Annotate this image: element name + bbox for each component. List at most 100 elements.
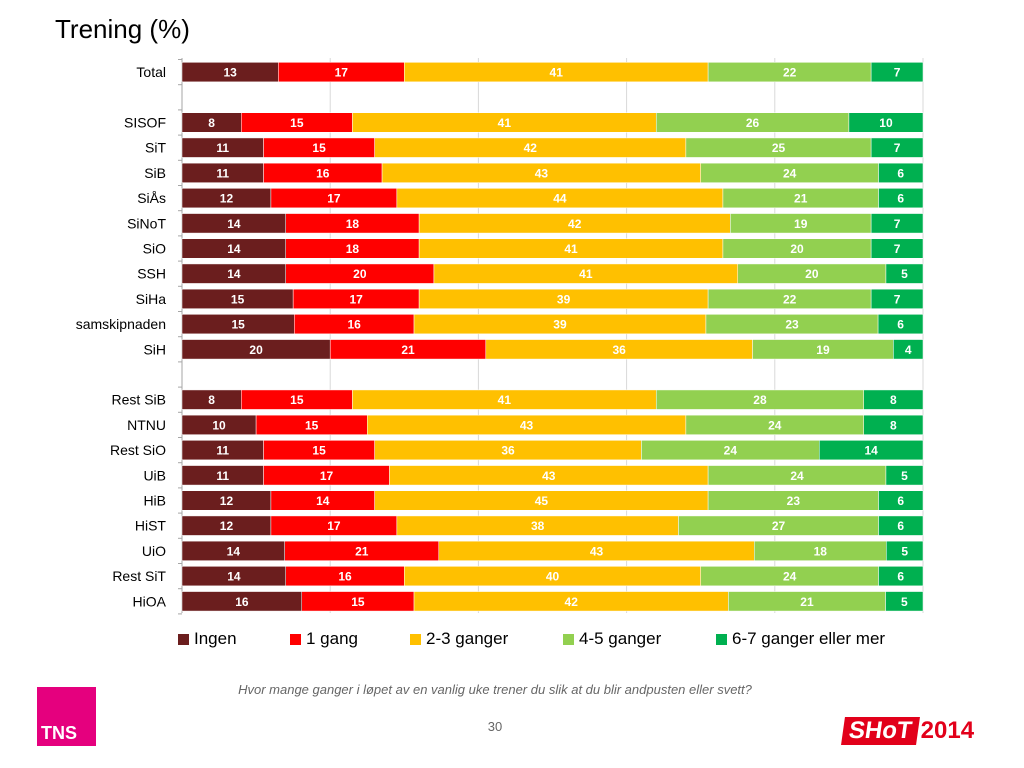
legend-item-ingen: Ingen: [178, 629, 290, 649]
bar-segment: [870, 288, 924, 309]
data-label: 14: [227, 544, 241, 558]
data-label: 19: [816, 343, 830, 357]
category-label: SiO: [143, 241, 166, 257]
legend-swatch: [563, 633, 574, 645]
data-label: 42: [524, 141, 538, 155]
data-label: 14: [227, 570, 241, 584]
category-label: HiB: [143, 493, 166, 509]
category-label: SiNoT: [127, 215, 166, 231]
data-label: 21: [401, 343, 415, 357]
data-label: 12: [220, 192, 234, 206]
data-label: 27: [772, 519, 786, 533]
page-number: 30: [487, 719, 503, 734]
category-label: Total: [136, 64, 166, 80]
data-label: 6: [897, 192, 904, 206]
data-label: 7: [894, 242, 901, 256]
data-label: 41: [498, 116, 512, 130]
bar-segment: [886, 540, 924, 561]
data-label: 22: [783, 66, 797, 80]
category-label: SiÅs: [137, 190, 166, 206]
category-label: UiO: [142, 543, 166, 559]
bar-segment: [870, 137, 924, 158]
data-label: 6: [897, 519, 904, 533]
data-label: 41: [498, 393, 512, 407]
data-label: 14: [227, 217, 241, 231]
data-label: 4: [905, 343, 912, 357]
data-label: 39: [553, 318, 567, 332]
data-label: 6: [897, 570, 904, 584]
data-label: 8: [208, 116, 215, 130]
data-label: 17: [335, 66, 349, 80]
bar-segment: [885, 263, 924, 284]
bar-segment: [893, 339, 924, 360]
data-label: 11: [216, 166, 229, 180]
category-label: SiT: [145, 140, 166, 156]
data-label: 14: [316, 494, 330, 508]
bar-segment: [870, 213, 924, 234]
legend-item-2-3-ganger: 2-3 ganger: [410, 629, 563, 649]
data-label: 43: [542, 469, 556, 483]
category-label: Rest SiB: [112, 392, 166, 408]
category-label: samskipnaden: [76, 316, 166, 332]
data-label: 11: [216, 469, 229, 483]
data-label: 22: [783, 292, 797, 306]
data-label: 43: [520, 418, 534, 432]
data-label: 6: [897, 166, 904, 180]
bar-segment: [878, 490, 924, 511]
data-label: 24: [724, 444, 738, 458]
data-label: 15: [290, 116, 304, 130]
legend-item-4-5-ganger: 4-5 ganger: [563, 629, 716, 649]
data-label: 20: [790, 242, 804, 256]
legend-label: 6-7 ganger eller mer: [732, 629, 886, 648]
legend-label: 1 gang: [306, 629, 358, 648]
shot-logo-year: 2014: [920, 717, 975, 744]
data-label: 7: [894, 66, 901, 80]
bar-segment: [870, 238, 924, 259]
chart-legend: Ingen 1 gang 2-3 ganger 4-5 ganger 6-7 g…: [178, 629, 885, 649]
category-label: SiB: [144, 165, 166, 181]
bar-segment: [863, 389, 924, 410]
bar-segment: [819, 440, 924, 461]
data-label: 24: [790, 469, 804, 483]
data-label: 45: [535, 494, 549, 508]
data-label: 14: [227, 267, 241, 281]
data-label: 14: [864, 444, 878, 458]
bar-segment: [878, 162, 924, 183]
category-label: NTNU: [127, 417, 166, 433]
bar-segment: [877, 314, 924, 335]
data-label: 5: [901, 267, 908, 281]
data-label: 15: [312, 444, 326, 458]
category-label: Rest SiO: [110, 442, 166, 458]
data-label: 15: [231, 318, 245, 332]
data-label: 15: [351, 595, 365, 609]
survey-question: Hvor mange ganger i løpet av en vanlig u…: [238, 682, 752, 697]
tns-logo-text: TNS: [41, 723, 77, 743]
data-label: 16: [338, 570, 352, 584]
data-label: 42: [568, 217, 582, 231]
bar-segment: [878, 566, 924, 587]
data-label: 38: [531, 519, 545, 533]
data-label: 6: [897, 318, 904, 332]
bar-segment: [848, 112, 924, 133]
data-label: 43: [535, 166, 549, 180]
legend-swatch: [290, 633, 301, 645]
data-label: 20: [353, 267, 367, 281]
data-label: 24: [783, 166, 797, 180]
data-label: 24: [783, 570, 797, 584]
bar-segment: [878, 188, 924, 209]
data-label: 7: [894, 217, 901, 231]
data-label: 12: [220, 494, 234, 508]
legend-swatch: [178, 633, 189, 645]
data-label: 8: [890, 393, 897, 407]
bar-segment: [878, 515, 924, 536]
data-label: 8: [208, 393, 215, 407]
category-label: SISOF: [124, 115, 166, 131]
data-label: 16: [235, 595, 249, 609]
category-label: SiHa: [136, 291, 167, 307]
data-label: 15: [290, 393, 304, 407]
category-label: SSH: [137, 266, 166, 282]
shot-2014-logo: SHoT 2014: [841, 717, 975, 745]
data-label: 28: [753, 393, 767, 407]
data-label: 24: [768, 418, 782, 432]
